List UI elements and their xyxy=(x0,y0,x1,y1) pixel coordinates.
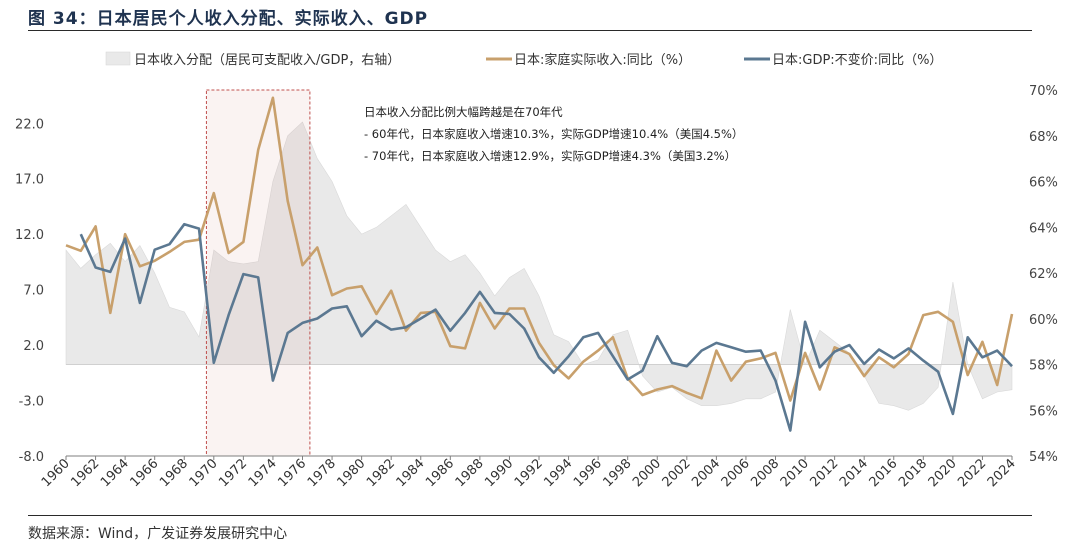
legend-label-income: 日本:家庭实际收入:同比（%） xyxy=(514,52,691,68)
annotation-line: 日本收入分配比例大幅跨越是在70年代 xyxy=(364,105,563,119)
figure-title: 图 34：日本居民个人收入分配、实际收入、GDP xyxy=(28,9,429,29)
x-tick-label: 1968 xyxy=(157,456,191,490)
y-right-tick-label: 62% xyxy=(1029,267,1058,282)
x-tick-label: 2018 xyxy=(896,456,930,490)
x-tick-label: 2006 xyxy=(719,456,753,490)
annotation-line: - 60年代，日本家庭收入增速10.3%，实际GDP增速10.4%（美国4.5%… xyxy=(364,127,743,141)
highlight-box xyxy=(205,89,311,457)
y-right-tick-label: 56% xyxy=(1029,404,1058,419)
x-tick-label: 2022 xyxy=(955,456,989,490)
x-tick-label: 2012 xyxy=(807,456,841,490)
x-tick-label: 1976 xyxy=(275,456,309,490)
income-share-area-path xyxy=(65,121,1013,411)
y-left-tick-label: 17.0 xyxy=(15,173,44,188)
y-left-tick-label: 7.0 xyxy=(23,284,44,299)
highlight-1970s-box xyxy=(205,89,311,457)
x-tick-label: 2020 xyxy=(926,456,960,490)
series-lines xyxy=(65,96,1014,432)
source-rule xyxy=(28,515,1032,516)
x-tick-label: 1970 xyxy=(187,456,221,490)
legend-swatch-area xyxy=(105,51,131,66)
gdp-growth-line xyxy=(79,222,1013,432)
x-tick-label: 2002 xyxy=(660,456,694,490)
y-left-tick-label: 2.0 xyxy=(23,339,44,354)
y-left-tick-label: -8.0 xyxy=(19,450,44,465)
x-tick-label: 2000 xyxy=(630,456,664,490)
x-tick-label: 1972 xyxy=(216,456,250,490)
x-tick-label: 2010 xyxy=(778,456,812,490)
title-rule xyxy=(28,30,1032,31)
y-right-tick-label: 64% xyxy=(1029,221,1058,236)
x-tick-label: 1974 xyxy=(246,456,280,490)
x-tick-label: 1964 xyxy=(98,456,132,490)
axes: 22.0 17.0 12.0 7.0 2.0 -3.0 -8.0 70% 68% 66% 64% 62… xyxy=(15,84,1058,490)
x-tick-label: 1992 xyxy=(512,456,546,490)
x-tick-label: 1990 xyxy=(482,456,516,490)
x-tick-label: 1984 xyxy=(394,456,428,490)
x-tick-label: 2014 xyxy=(837,456,871,490)
y-right-tick-label: 60% xyxy=(1029,313,1058,328)
x-tick-label: 1998 xyxy=(601,456,635,490)
x-tick-label: 2008 xyxy=(748,456,782,490)
y-left-tick-label: -3.0 xyxy=(19,395,44,410)
y-right-tick-label: 54% xyxy=(1029,450,1058,465)
income-share-area xyxy=(65,121,1013,411)
y-right-tick-label: 66% xyxy=(1029,176,1058,191)
y-left-tick-label: 22.0 xyxy=(15,117,44,132)
y-right-tick-label: 70% xyxy=(1029,84,1058,99)
legend-label-gdp: 日本:GDP:不变价:同比（%） xyxy=(772,52,942,68)
legend-label-area: 日本收入分配（居民可支配收入/GDP，右轴） xyxy=(134,53,400,68)
y-right-tick-label: 68% xyxy=(1029,130,1058,145)
x-tick-label: 1980 xyxy=(334,456,368,490)
legend: 日本收入分配（居民可支配收入/GDP，右轴） 日本:家庭实际收入:同比（%） 日本:… xyxy=(105,51,942,68)
annotation: 日本收入分配比例大幅跨越是在70年代 - 60年代，日本家庭收入增速10.3%，实… xyxy=(364,105,743,163)
source-note: 数据来源：Wind，广发证券发展研究中心 xyxy=(28,526,288,542)
x-tick-label: 2004 xyxy=(689,456,723,490)
x-tick-label: 2016 xyxy=(867,456,901,490)
x-tick-label: 1962 xyxy=(68,456,102,490)
x-tick-label: 2024 xyxy=(985,456,1019,490)
x-tick-label: 1988 xyxy=(453,456,487,490)
y-left-tick-label: 12.0 xyxy=(15,228,44,243)
x-tick-label: 1978 xyxy=(305,456,339,490)
household-income-line xyxy=(65,96,1014,402)
x-tick-label: 1996 xyxy=(571,456,605,490)
annotation-line: - 70年代，日本家庭收入增速12.9%，实际GDP增速4.3%（美国3.2%） xyxy=(364,149,736,163)
x-tick-label: 1966 xyxy=(128,456,162,490)
x-tick-label: 1986 xyxy=(423,456,457,490)
x-tick-label: 1982 xyxy=(364,456,398,490)
x-tick-label: 1994 xyxy=(541,456,575,490)
y-right-tick-label: 58% xyxy=(1029,359,1058,374)
